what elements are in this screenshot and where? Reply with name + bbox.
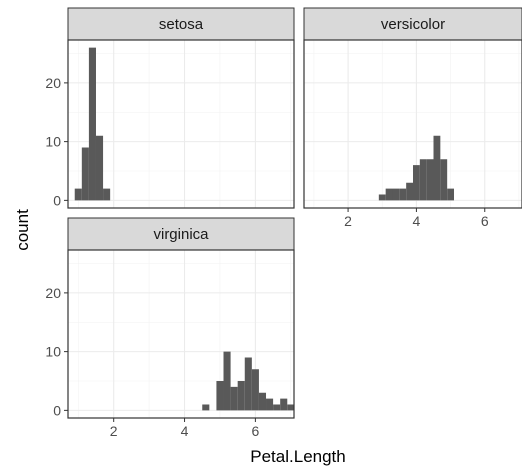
histogram-bar	[223, 351, 231, 411]
facet-panels: setosa 0 10 20 versicolor 2 4 6 virginica 0 10 20 2 4…	[45, 7, 522, 439]
histogram-bar	[202, 404, 210, 411]
histogram-bar	[88, 47, 96, 201]
histogram-bar	[258, 392, 267, 411]
strip-virginica	[67, 217, 295, 251]
histogram-bar	[266, 398, 274, 411]
y-tick-label: 0	[53, 192, 61, 208]
histogram-bar	[237, 380, 245, 411]
histogram-bar	[426, 159, 434, 201]
y-tick-label: 20	[45, 285, 61, 301]
histogram-bar	[103, 188, 111, 201]
histogram-bar	[378, 194, 386, 201]
x-tick-label: 6	[481, 213, 489, 229]
y-tick-label: 20	[45, 75, 61, 91]
histogram-bar	[447, 188, 455, 201]
histogram-bar	[385, 188, 393, 201]
histogram-bar	[419, 159, 427, 201]
strip-label: versicolor	[381, 16, 445, 33]
histogram-bar	[406, 182, 413, 201]
histogram-bar	[440, 159, 448, 201]
histogram-bar	[433, 135, 441, 201]
strip-label: virginica	[153, 226, 209, 243]
y-tick-label: 10	[45, 134, 61, 150]
panel-border	[303, 39, 522, 209]
histogram-bar	[216, 380, 224, 411]
histogram-bar	[287, 404, 295, 411]
x-tick-label: 4	[181, 423, 189, 439]
y-tick-label: 0	[53, 402, 61, 418]
histogram-bar	[273, 404, 281, 411]
y-axis-title: count	[13, 209, 32, 251]
strip-versicolor	[303, 7, 522, 41]
x-axis-title: Petal.Length	[250, 447, 345, 466]
strip-label: setosa	[159, 16, 204, 33]
y-tick-label: 10	[45, 344, 61, 360]
x-tick-label: 4	[413, 213, 421, 229]
x-tick-label: 2	[344, 213, 352, 229]
histogram-bar	[74, 188, 82, 201]
panel-setosa: setosa 0 10 20	[45, 7, 295, 209]
x-tick-label: 2	[110, 423, 118, 439]
histogram-bar	[230, 386, 238, 411]
histogram-bar	[280, 398, 288, 411]
histogram-bar	[399, 188, 407, 201]
panel-virginica: virginica 0 10 20 2 4 6	[45, 217, 295, 439]
histogram-bar	[95, 135, 104, 201]
histogram-bar	[392, 188, 400, 201]
panel-background	[68, 40, 294, 208]
histogram-bar	[81, 147, 89, 201]
histogram-bar	[244, 357, 252, 411]
strip-setosa	[67, 7, 295, 41]
histogram-bar	[413, 165, 420, 201]
x-tick-label: 6	[251, 423, 259, 439]
histogram-bar	[251, 369, 259, 411]
panel-border	[67, 249, 295, 419]
panel-border	[67, 39, 295, 209]
panel-versicolor: versicolor 2 4 6	[303, 7, 522, 229]
